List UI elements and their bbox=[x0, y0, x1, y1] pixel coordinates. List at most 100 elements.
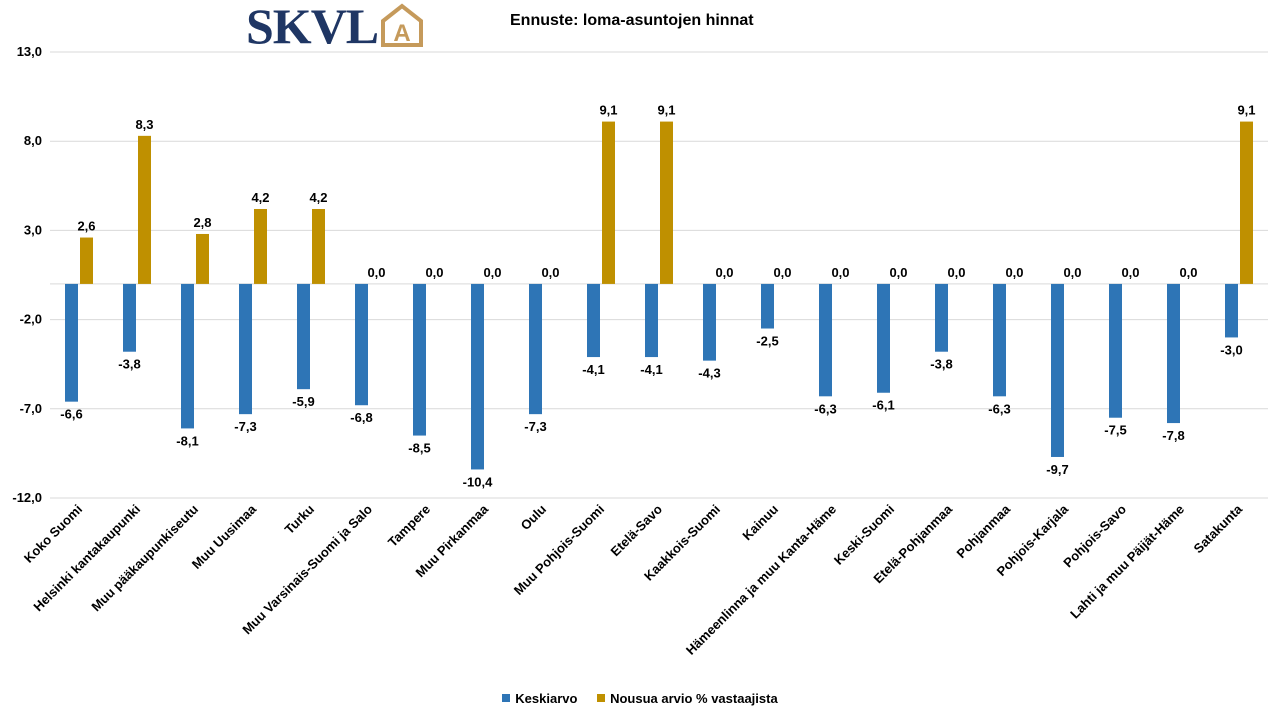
bar-keskiarvo bbox=[1167, 283, 1180, 424]
data-label: -7,5 bbox=[1104, 423, 1126, 438]
legend-label-nousua: Nousua arvio % vastaajista bbox=[610, 690, 778, 706]
data-label: -4,1 bbox=[582, 362, 604, 377]
y-tick-label: 3,0 bbox=[24, 222, 42, 237]
data-label: -4,3 bbox=[698, 366, 720, 381]
x-tick-label: Oulu bbox=[518, 501, 550, 533]
data-label: -7,3 bbox=[524, 419, 546, 434]
data-label: -9,7 bbox=[1046, 462, 1068, 477]
data-label: -6,8 bbox=[350, 410, 372, 425]
data-label: 0,0 bbox=[773, 265, 791, 280]
chart-legend: Keskiarvo Nousua arvio % vastaajista bbox=[0, 690, 1280, 706]
x-tick-label: Tampere bbox=[385, 502, 433, 550]
x-tick-label: Satakunta bbox=[1191, 501, 1246, 556]
data-label: 8,3 bbox=[135, 117, 153, 132]
data-label: 0,0 bbox=[831, 265, 849, 280]
data-label: -6,6 bbox=[60, 407, 82, 422]
y-tick-label: 8,0 bbox=[24, 133, 42, 148]
bar-chart: -12,0 -7,0 -2,0 3,0 8,0 13,0 -6,6 2,6 -3,8 8,3 -8… bbox=[12, 44, 1268, 658]
data-label: 0,0 bbox=[367, 265, 385, 280]
data-label: -3,0 bbox=[1220, 342, 1242, 357]
data-label: -4,1 bbox=[640, 362, 662, 377]
gridlines bbox=[50, 51, 1268, 499]
bar-keskiarvo bbox=[1051, 283, 1064, 457]
bar-nousua bbox=[254, 208, 267, 284]
data-label: 9,1 bbox=[599, 103, 617, 118]
y-axis-ticks: -12,0 -7,0 -2,0 3,0 8,0 13,0 bbox=[12, 44, 42, 505]
legend-swatch-nousua bbox=[597, 694, 606, 702]
data-labels: -6,6 2,6 -3,8 8,3 -8,1 2,8 -7,3 4,2 -5,9 4,2 -6,8 0… bbox=[60, 103, 1255, 490]
logo-wordmark: SKVL bbox=[246, 0, 379, 54]
data-label: -10,4 bbox=[463, 474, 493, 489]
bar-keskiarvo bbox=[1109, 283, 1122, 418]
data-label: -3,8 bbox=[118, 357, 140, 372]
bar-keskiarvo bbox=[1225, 283, 1238, 338]
bar-nousua bbox=[312, 208, 325, 284]
data-label: 0,0 bbox=[425, 265, 443, 280]
data-label: 2,8 bbox=[193, 215, 211, 230]
bar-keskiarvo bbox=[355, 283, 368, 406]
data-label: 9,1 bbox=[657, 103, 675, 118]
data-label: 4,2 bbox=[251, 190, 269, 205]
bar-keskiarvo bbox=[297, 283, 310, 390]
x-tick-label: Koko Suomi bbox=[21, 502, 85, 566]
bar-nousua bbox=[660, 121, 673, 284]
data-label: -2,5 bbox=[756, 334, 778, 349]
bar-keskiarvo bbox=[65, 283, 78, 402]
data-label: 0,0 bbox=[715, 265, 733, 280]
data-label: 4,2 bbox=[309, 190, 327, 205]
data-label: -6,3 bbox=[814, 401, 836, 416]
bar-keskiarvo bbox=[587, 283, 600, 358]
bar-nousua bbox=[138, 135, 151, 284]
data-label: 0,0 bbox=[1121, 265, 1139, 280]
data-label: 0,0 bbox=[1005, 265, 1023, 280]
bar-nousua bbox=[1240, 121, 1253, 284]
x-tick-label: Kainuu bbox=[739, 501, 781, 543]
data-label: 2,6 bbox=[77, 219, 95, 234]
x-tick-label: Pohjanmaa bbox=[953, 501, 1013, 561]
skvl-logo: SKVL A bbox=[246, 0, 428, 54]
data-label: -3,8 bbox=[930, 357, 952, 372]
data-label: 0,0 bbox=[541, 265, 559, 280]
bar-keskiarvo bbox=[529, 283, 542, 415]
bar-keskiarvo bbox=[703, 283, 716, 361]
bar-keskiarvo bbox=[935, 283, 948, 352]
bar-nousua bbox=[602, 121, 615, 284]
logo-glyph: A bbox=[393, 20, 410, 47]
y-tick-label: -2,0 bbox=[20, 312, 42, 327]
data-label: 0,0 bbox=[483, 265, 501, 280]
y-tick-label: -7,0 bbox=[20, 401, 42, 416]
data-label: -5,9 bbox=[292, 394, 314, 409]
bar-keskiarvo bbox=[123, 283, 136, 352]
data-label: 9,1 bbox=[1237, 103, 1255, 118]
legend-item-keskiarvo: Keskiarvo bbox=[502, 691, 577, 706]
legend-item-nousua: Nousua arvio % vastaajista bbox=[597, 691, 778, 706]
bar-keskiarvo bbox=[471, 283, 484, 470]
x-tick-label: Muu pääkaupunkiseutu bbox=[88, 501, 201, 614]
data-label: 0,0 bbox=[947, 265, 965, 280]
data-label: -6,3 bbox=[988, 401, 1010, 416]
bar-keskiarvo bbox=[819, 283, 832, 397]
data-label: -6,1 bbox=[872, 398, 894, 413]
bars bbox=[65, 121, 1253, 470]
bar-keskiarvo bbox=[181, 283, 194, 429]
legend-swatch-keskiarvo bbox=[502, 694, 511, 702]
data-label: 0,0 bbox=[1179, 265, 1197, 280]
bar-keskiarvo bbox=[645, 283, 658, 358]
x-tick-label: Turku bbox=[282, 501, 318, 537]
x-tick-label: Helsinki kantakaupunki bbox=[30, 502, 143, 615]
bar-keskiarvo bbox=[993, 283, 1006, 397]
bar-nousua bbox=[80, 237, 93, 284]
bar-keskiarvo bbox=[239, 283, 252, 415]
bar-keskiarvo bbox=[877, 283, 890, 393]
legend-label-keskiarvo: Keskiarvo bbox=[515, 690, 578, 706]
x-tick-label: Etelä-Savo bbox=[608, 501, 666, 559]
bar-nousua bbox=[196, 233, 209, 284]
x-tick-label: Lahti ja muu Päijät-Häme bbox=[1067, 502, 1187, 622]
bar-keskiarvo bbox=[413, 283, 426, 436]
y-tick-label: 13,0 bbox=[17, 44, 42, 59]
logo-house-icon: A bbox=[381, 3, 423, 47]
data-label: -8,1 bbox=[176, 433, 198, 448]
data-label: -7,3 bbox=[234, 419, 256, 434]
chart-title: Ennuste: loma-asuntojen hinnat bbox=[510, 12, 754, 29]
